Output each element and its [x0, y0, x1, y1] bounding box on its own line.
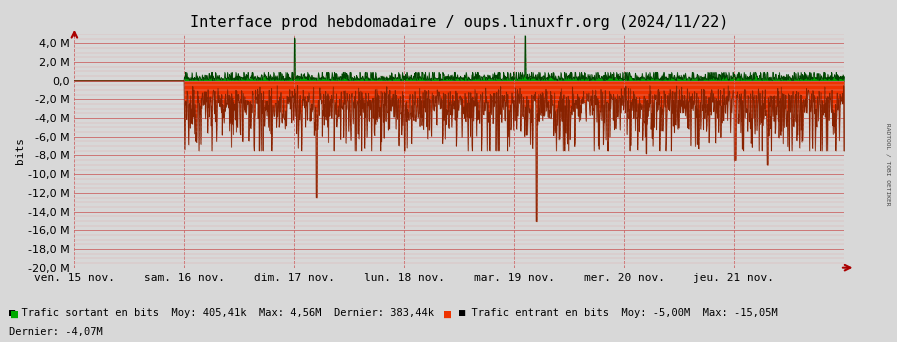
Text: ■ Trafic sortant en bits  Moy: 405,41k  Max: 4,56M  Dernier: 383,44k    ■ Trafic: ■ Trafic sortant en bits Moy: 405,41k Ma…: [9, 308, 778, 318]
Title: Interface prod hebdomadaire / oups.linuxfr.org (2024/11/22): Interface prod hebdomadaire / oups.linux…: [190, 15, 728, 30]
Text: Dernier: -4,07M: Dernier: -4,07M: [9, 327, 103, 337]
Text: RADTOOL / TOBI OETIKER: RADTOOL / TOBI OETIKER: [885, 123, 891, 206]
Text: ■: ■: [444, 308, 451, 321]
Y-axis label: bits: bits: [15, 137, 25, 164]
Text: ■: ■: [11, 308, 18, 321]
